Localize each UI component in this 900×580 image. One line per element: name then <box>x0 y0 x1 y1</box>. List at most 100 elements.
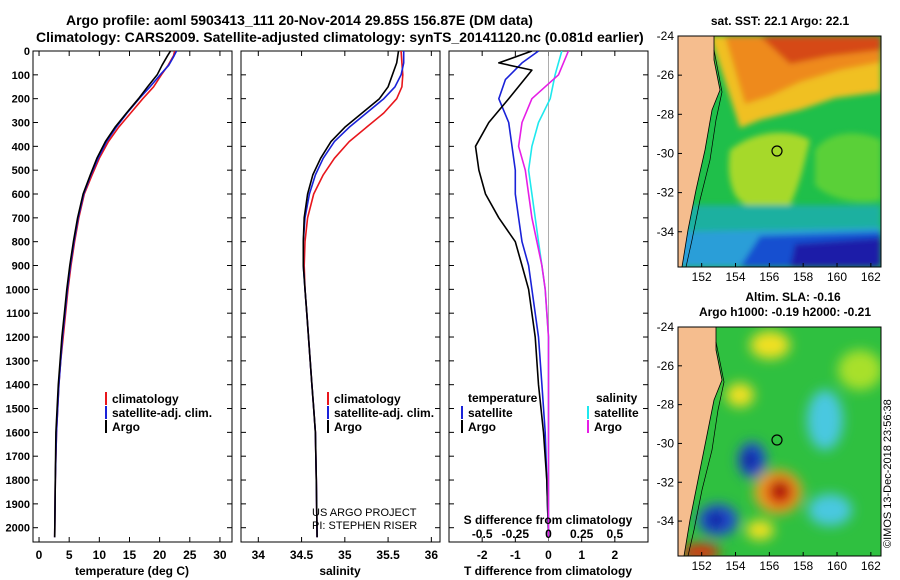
y-tick-label: 1800 <box>6 475 30 487</box>
header-line1: Argo profile: aoml 5903413_111 20-Nov-20… <box>66 12 533 28</box>
map-y-tick-label: -24 <box>657 320 675 334</box>
temperature-legend: climatology satellite-adj. clim. Argo <box>105 392 212 434</box>
map-x-tick-label: 158 <box>793 270 813 284</box>
y-tick-label: 1400 <box>6 380 30 392</box>
x-tick-label: 0 <box>545 548 552 562</box>
map-y-tick-label: -24 <box>657 29 675 43</box>
series-line-argo <box>53 51 172 538</box>
temperature-panel: 0100200300400500600700800900100011001200… <box>6 46 233 578</box>
x-tick-label: 35 <box>338 548 352 562</box>
legend-t-argo: Argo <box>468 420 496 434</box>
y-tick-label: 100 <box>12 70 30 82</box>
x-tick-label: 20 <box>153 548 167 562</box>
temperature-xlabel: temperature (deg C) <box>75 564 189 578</box>
y-tick-label: 1900 <box>6 499 30 511</box>
legend-climatology: climatology <box>334 392 401 406</box>
y-tick-label: 600 <box>12 189 30 201</box>
map-y-tick-label: -30 <box>657 436 675 450</box>
legend-s-argo: Argo <box>594 420 622 434</box>
series-line-t-argo <box>474 51 550 538</box>
series-line-t-satellite <box>497 51 550 538</box>
sst-profile-marker <box>771 145 783 157</box>
salinity-axes <box>240 50 441 543</box>
sst-land <box>678 36 721 267</box>
y-tick-label: 1000 <box>6 284 30 296</box>
x-tick-label: 0 <box>36 548 43 562</box>
map-y-tick-label: -34 <box>657 514 675 528</box>
sla-map: Altim. SLA: -0.16 Argo h1000: -0.19 h200… <box>657 290 882 573</box>
legend-satellite-adj: satellite-adj. clim. <box>334 406 434 420</box>
x-tick-label: 35.5 <box>376 548 400 562</box>
map-y-tick-label: -34 <box>657 225 675 239</box>
x-tick-label: 1 <box>578 548 585 562</box>
map-y-tick-label: -30 <box>657 146 675 160</box>
difference-panel: -2 -1 0 1 2 temperature satellite Argo salin… <box>448 50 649 578</box>
project-label: US ARGO PROJECT <box>312 507 417 519</box>
y-tick-label: 1500 <box>6 404 30 416</box>
legend-s-satellite: satellite <box>594 406 639 420</box>
map-y-tick-label: -32 <box>657 475 675 489</box>
sla-map-title: Altim. SLA: -0.16 <box>745 290 841 304</box>
y-tick-label: 200 <box>12 94 30 106</box>
legend-satellite-adj: satellite-adj. clim. <box>112 406 212 420</box>
x-tick-label: 10 <box>93 548 107 562</box>
x-tick-label: -2 <box>477 548 488 562</box>
map-x-tick-label: 160 <box>827 559 847 573</box>
y-tick-label: 500 <box>12 165 30 177</box>
y-tick-label: 1600 <box>6 427 30 439</box>
x-tick-label: -1 <box>510 548 521 562</box>
sst-map-title: sat. SST: 22.1 Argo: 22.1 <box>711 14 850 28</box>
x-tick-label: 34.5 <box>290 548 314 562</box>
sla-profile-marker <box>771 434 783 446</box>
y-tick-label: 300 <box>12 118 30 130</box>
sst-shelf-contour <box>685 49 723 267</box>
y-tick-label: 400 <box>12 141 30 153</box>
salinity-panel: 34 34.5 35 35.5 36 climatology satellite-adj… <box>240 50 441 578</box>
map-x-tick-label: 154 <box>726 559 746 573</box>
sla-map-subtitle: Argo h1000: -0.19 h2000: -0.21 <box>699 305 871 319</box>
s-x-tick-label: 0.5 <box>606 527 623 541</box>
y-tick-label: 900 <box>12 261 30 273</box>
map-x-tick-label: 162 <box>861 559 881 573</box>
s-difference-label: S difference from climatology <box>464 513 633 527</box>
map-y-tick-label: -32 <box>657 186 675 200</box>
y-tick-label: 1100 <box>6 308 30 320</box>
y-tick-label: 1200 <box>6 332 30 344</box>
s-x-tick-label: -0.5 <box>472 527 493 541</box>
legend-salinity-title: salinity <box>596 391 638 405</box>
x-tick-label: 36 <box>425 548 439 562</box>
sst-map: sat. SST: 22.1 Argo: 22.1 152 154 156 158 16… <box>657 14 882 284</box>
series-line-s-argo <box>517 51 570 538</box>
difference-legend: temperature satellite Argo salinity sate… <box>461 391 639 434</box>
map-x-tick-label: 152 <box>692 559 712 573</box>
x-tick-label: 15 <box>123 548 137 562</box>
legend-climatology: climatology <box>112 392 179 406</box>
map-y-tick-label: -26 <box>657 359 675 373</box>
map-x-tick-label: 156 <box>759 559 779 573</box>
y-tick-label: 800 <box>12 237 30 249</box>
map-y-tick-label: -26 <box>657 68 675 82</box>
header-line2: Climatology: CARS2009. Satellite-adjuste… <box>36 29 644 45</box>
map-x-tick-label: 158 <box>793 559 813 573</box>
map-y-tick-label: -28 <box>657 107 675 121</box>
pi-label: PI: STEPHEN RISER <box>312 520 417 532</box>
imos-credit: ©IMOS 13-Dec-2018 23:56:38 <box>882 399 894 548</box>
y-tick-label: 1300 <box>6 356 30 368</box>
legend-argo: Argo <box>112 420 140 434</box>
t-difference-xlabel: T difference from climatology <box>464 564 632 578</box>
x-tick-label: 34 <box>252 548 266 562</box>
sla-shelf-contour <box>687 341 725 556</box>
map-x-tick-label: 162 <box>861 270 881 284</box>
temperature-axes <box>32 50 233 543</box>
series-line-argo <box>302 51 400 538</box>
y-tick-label: 1700 <box>6 451 30 463</box>
legend-argo: Argo <box>334 420 362 434</box>
y-tick-label: 2000 <box>6 523 30 535</box>
map-x-tick-label: 154 <box>726 270 746 284</box>
legend-temperature-title: temperature <box>468 391 538 405</box>
x-tick-label: 25 <box>183 548 197 562</box>
x-tick-label: 2 <box>611 548 618 562</box>
map-x-tick-label: 160 <box>827 270 847 284</box>
map-y-tick-label: -28 <box>657 398 675 412</box>
